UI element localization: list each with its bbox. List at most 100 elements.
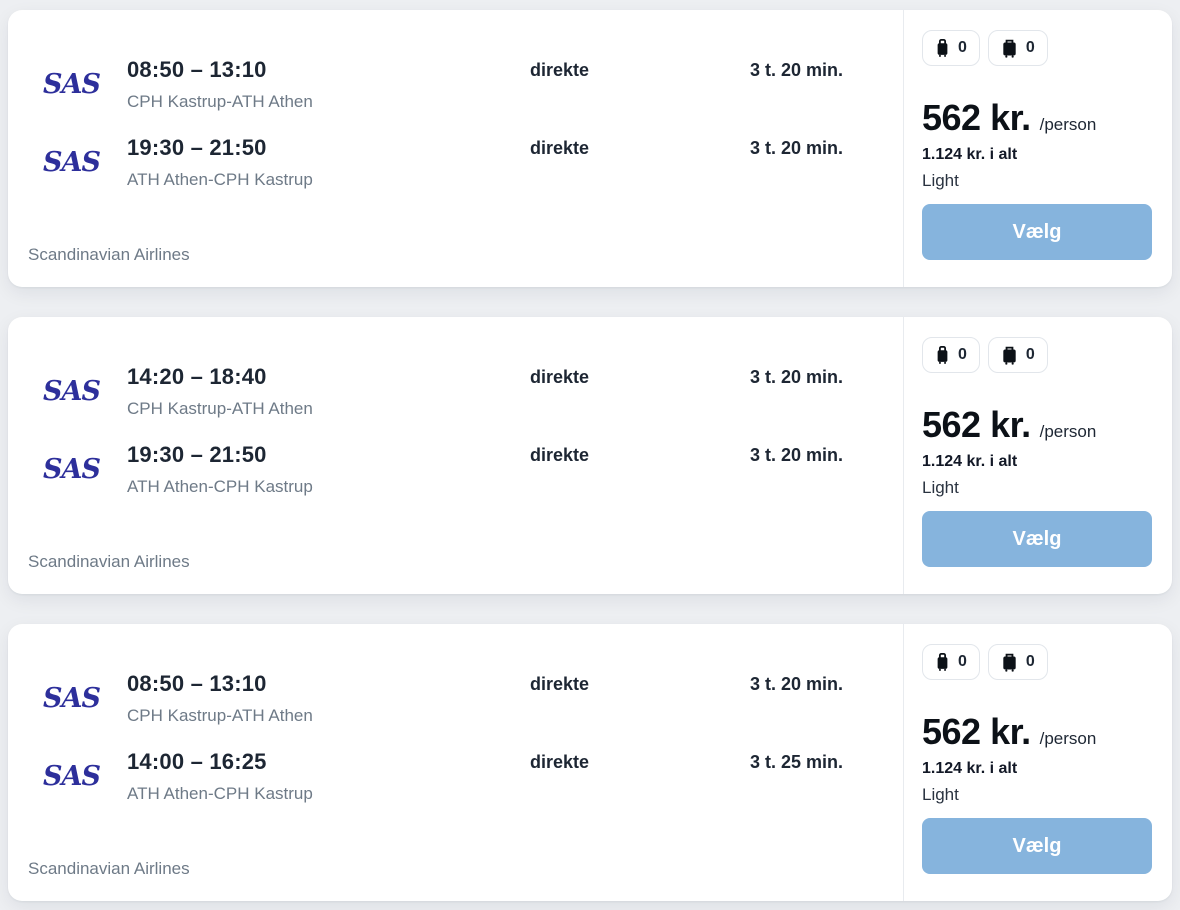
- flight-result-card: SAS 14:20 – 18:40 CPH Kastrup-ATH Athen …: [8, 317, 1172, 594]
- leg-stops: direkte: [530, 60, 590, 80]
- leg-times: 19:30 – 21:50: [127, 134, 267, 160]
- leg-times: 14:20 – 18:40: [127, 364, 267, 389]
- leg-times: 08:50 – 13:10: [127, 671, 267, 696]
- leg-main: 14:00 – 16:25 ATH Athen-CPH Kastrup: [127, 749, 527, 805]
- baggage-chips: 0 0: [922, 30, 1152, 66]
- leg-main: 08:50 – 13:10 CPH Kastrup-ATH Athen: [127, 57, 527, 113]
- sas-logo: SAS: [43, 683, 101, 715]
- checked-bag-chip[interactable]: 0: [987, 337, 1048, 373]
- airline-logo: SAS: [8, 456, 127, 483]
- checked-bag-count: 0: [1025, 346, 1035, 363]
- leg-duration: 3 t. 25 min.: [749, 751, 843, 772]
- cabin-bag-chip[interactable]: 0: [922, 30, 980, 66]
- checked-bag-count: 0: [1025, 39, 1035, 56]
- flight-result-card: SAS 08:50 – 13:10 CPH Kastrup-ATH Athen …: [8, 10, 1172, 287]
- leg-stops: direkte: [530, 367, 590, 387]
- leg-duration: 3 t. 20 min.: [749, 367, 843, 387]
- price-total: 1.124 kr. i alt: [922, 146, 1018, 163]
- price-per-person-label: /person: [1039, 422, 1097, 441]
- itinerary-section: SAS 08:50 – 13:10 CPH Kastrup-ATH Athen …: [8, 624, 903, 901]
- leg-route: ATH Athen-CPH Kastrup: [127, 783, 313, 803]
- baggage-chips: 0 0: [922, 337, 1152, 373]
- itinerary-section: SAS 14:20 – 18:40 CPH Kastrup-ATH Athen …: [8, 317, 903, 594]
- leg-duration: 3 t. 20 min.: [749, 444, 843, 465]
- fare-class-label: Light: [922, 478, 959, 497]
- price-row: 562 kr. /person: [922, 714, 1152, 750]
- leg-main: 08:50 – 13:10 CPH Kastrup-ATH Athen: [127, 671, 527, 727]
- leg-main: 19:30 – 21:50 ATH Athen-CPH Kastrup: [127, 442, 527, 498]
- leg-stops: direkte: [530, 674, 590, 694]
- leg-main: 14:20 – 18:40 CPH Kastrup-ATH Athen: [127, 364, 527, 420]
- baggage-chips: 0 0: [922, 644, 1152, 680]
- airline-name: Scandinavian Airlines: [28, 245, 190, 264]
- leg-times: 14:00 – 16:25: [127, 748, 267, 774]
- checked-bag-icon: [1001, 344, 1018, 367]
- checked-bag-chip[interactable]: 0: [987, 30, 1048, 66]
- return-leg: SAS 14:00 – 16:25 ATH Athen-CPH Kastrup …: [8, 749, 903, 805]
- airline-logo: SAS: [8, 378, 127, 405]
- leg-route: CPH Kastrup-ATH Athen: [127, 399, 313, 419]
- airline-logo: SAS: [8, 685, 127, 712]
- sas-logo: SAS: [43, 69, 101, 101]
- checked-bag-icon: [1001, 37, 1018, 60]
- leg-stops: direkte: [530, 751, 590, 772]
- cabin-bag-icon: [935, 37, 950, 60]
- airline-logo: SAS: [8, 763, 127, 790]
- leg-duration: 3 t. 20 min.: [749, 60, 843, 80]
- fare-class-label: Light: [922, 171, 959, 190]
- leg-route: ATH Athen-CPH Kastrup: [127, 476, 313, 496]
- leg-main: 19:30 – 21:50 ATH Athen-CPH Kastrup: [127, 135, 527, 191]
- leg-duration: 3 t. 20 min.: [749, 674, 843, 694]
- price-total: 1.124 kr. i alt: [922, 453, 1018, 470]
- airline-logo: SAS: [8, 149, 127, 176]
- price-per-person-label: /person: [1039, 729, 1097, 748]
- leg-times: 19:30 – 21:50: [127, 441, 267, 467]
- cabin-bag-count: 0: [958, 653, 967, 670]
- flight-result-card: SAS 08:50 – 13:10 CPH Kastrup-ATH Athen …: [8, 624, 1172, 901]
- leg-duration: 3 t. 20 min.: [749, 137, 843, 158]
- cabin-bag-chip[interactable]: 0: [922, 337, 980, 373]
- checked-bag-icon: [1001, 651, 1018, 674]
- price-amount: 562 kr.: [922, 404, 1031, 445]
- price-amount: 562 kr.: [922, 711, 1031, 752]
- leg-route: ATH Athen-CPH Kastrup: [127, 169, 313, 189]
- leg-stops: direkte: [530, 137, 590, 158]
- airline-name: Scandinavian Airlines: [28, 859, 190, 878]
- fare-class-label: Light: [922, 785, 959, 804]
- price-row: 562 kr. /person: [922, 407, 1152, 443]
- select-button[interactable]: Vælg: [922, 204, 1152, 260]
- cabin-bag-count: 0: [958, 346, 967, 363]
- itinerary-section: SAS 08:50 – 13:10 CPH Kastrup-ATH Athen …: [8, 10, 903, 287]
- checked-bag-chip[interactable]: 0: [987, 644, 1048, 680]
- price-panel: 0 0 562 kr. /person 1.124 kr. i alt Ligh…: [903, 10, 1172, 287]
- cabin-bag-chip[interactable]: 0: [922, 644, 980, 680]
- cabin-bag-icon: [935, 344, 950, 367]
- price-row: 562 kr. /person: [922, 100, 1152, 136]
- select-button[interactable]: Vælg: [922, 818, 1152, 874]
- airline-logo: SAS: [8, 71, 127, 98]
- price-per-person-label: /person: [1039, 115, 1097, 134]
- price-amount: 562 kr.: [922, 97, 1031, 138]
- leg-stops: direkte: [530, 444, 590, 465]
- outbound-leg: SAS 08:50 – 13:10 CPH Kastrup-ATH Athen …: [8, 671, 903, 727]
- sas-logo: SAS: [43, 454, 101, 486]
- price-panel: 0 0 562 kr. /person 1.124 kr. i alt Ligh…: [903, 624, 1172, 901]
- return-leg: SAS 19:30 – 21:50 ATH Athen-CPH Kastrup …: [8, 442, 903, 498]
- sas-logo: SAS: [43, 761, 101, 793]
- outbound-leg: SAS 08:50 – 13:10 CPH Kastrup-ATH Athen …: [8, 57, 903, 113]
- cabin-bag-count: 0: [958, 39, 967, 56]
- price-total: 1.124 kr. i alt: [922, 760, 1018, 777]
- checked-bag-count: 0: [1025, 653, 1035, 670]
- outbound-leg: SAS 14:20 – 18:40 CPH Kastrup-ATH Athen …: [8, 364, 903, 420]
- cabin-bag-icon: [935, 651, 950, 674]
- leg-route: CPH Kastrup-ATH Athen: [127, 706, 313, 726]
- select-button[interactable]: Vælg: [922, 511, 1152, 567]
- price-panel: 0 0 562 kr. /person 1.124 kr. i alt Ligh…: [903, 317, 1172, 594]
- leg-route: CPH Kastrup-ATH Athen: [127, 92, 313, 112]
- sas-logo: SAS: [43, 147, 101, 179]
- leg-times: 08:50 – 13:10: [127, 57, 267, 82]
- airline-name: Scandinavian Airlines: [28, 552, 190, 571]
- return-leg: SAS 19:30 – 21:50 ATH Athen-CPH Kastrup …: [8, 135, 903, 191]
- sas-logo: SAS: [43, 376, 101, 408]
